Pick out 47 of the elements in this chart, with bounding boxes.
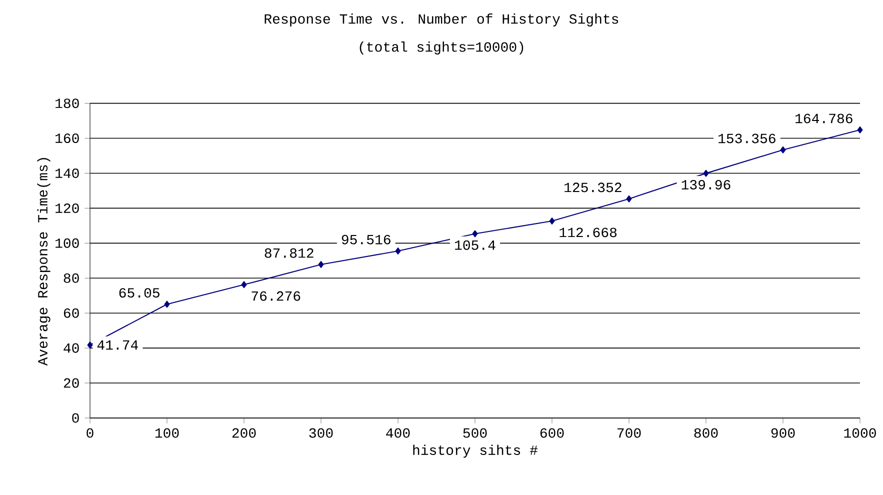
point	[549, 218, 555, 224]
y-tick-label: 160	[56, 134, 79, 144]
point	[626, 195, 632, 202]
x-tick-label: 500	[463, 428, 487, 438]
y-tick-label: 60	[64, 308, 79, 318]
data-label: 76.276	[252, 291, 300, 301]
point	[472, 230, 478, 238]
y-axis-title: Average Response Time(ms)	[37, 158, 50, 366]
y-tick-label: 180	[56, 98, 79, 108]
point	[703, 170, 709, 177]
chart-subtitle: (total sights=10000)	[360, 41, 524, 55]
x-tick-label: 0	[86, 428, 94, 438]
x-tick-label: 700	[617, 428, 641, 438]
x-tick-label: 900	[771, 428, 795, 438]
data-label: 95.516	[342, 234, 390, 244]
data-label: 164.786	[796, 114, 852, 124]
point	[241, 281, 247, 288]
x-tick-label: 800	[694, 428, 718, 438]
data-label: 112.668	[560, 228, 617, 238]
data-label: 41.74	[97, 340, 138, 350]
x-tick-label: 200	[232, 428, 256, 438]
y-tick-label: 120	[56, 203, 79, 213]
data-label: 139.96	[682, 180, 730, 190]
x-tick-label: 100	[155, 428, 179, 438]
x-axis-title: history sihts #	[413, 444, 538, 458]
x-tick-label: 400	[386, 428, 410, 438]
point	[164, 300, 170, 308]
data-label: 65.05	[119, 288, 160, 298]
y-tick-label: 0	[72, 413, 79, 423]
point	[87, 342, 93, 348]
data-label: 153.356	[718, 134, 776, 144]
y-tick-label: 140	[56, 168, 79, 178]
chart-title: Response Time vs. Number of History Sights	[264, 13, 618, 27]
x-tick-label: 600	[540, 428, 564, 438]
point	[780, 146, 786, 154]
y-tick-label: 100	[56, 238, 79, 248]
data-label: 87.812	[264, 248, 314, 258]
point	[395, 248, 401, 254]
data-label: 125.352	[564, 182, 622, 192]
point	[318, 261, 324, 268]
x-tick-label: 1000	[844, 428, 876, 438]
y-tick-label: 20	[64, 378, 79, 388]
y-tick-label: 80	[64, 273, 79, 283]
data-label: 105.4	[455, 240, 496, 250]
y-tick-label: 40	[64, 343, 79, 353]
x-tick-label: 300	[309, 428, 333, 438]
point	[857, 126, 863, 134]
